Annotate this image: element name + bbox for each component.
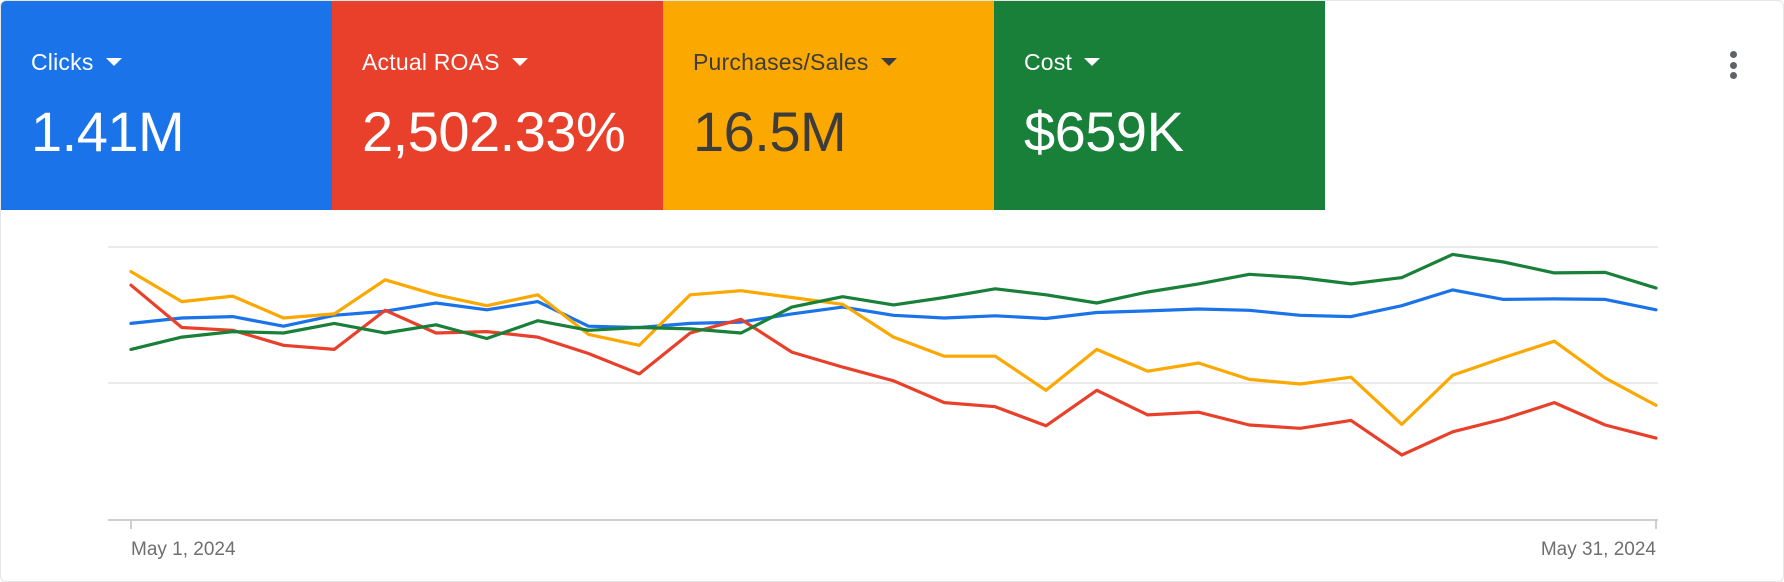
metric-label-clicks: Clicks — [31, 48, 94, 75]
metric-tile-cost[interactable]: Cost $659K — [994, 1, 1325, 210]
x-axis-start-label: May 1, 2024 — [131, 539, 236, 560]
metric-tile-header: Actual ROAS — [362, 46, 663, 78]
metric-tiles: Clicks 1.41M Actual ROAS 2,502.33% Purch… — [1, 1, 1325, 210]
metric-tile-purchases-sales[interactable]: Purchases/Sales 16.5M — [663, 1, 994, 210]
metric-value-purchases-sales: 16.5M — [693, 100, 847, 163]
more-dot — [1729, 51, 1737, 58]
metric-label-cost: Cost — [1024, 48, 1073, 75]
more-dot — [1729, 61, 1737, 69]
more-dot — [1729, 72, 1737, 79]
metric-value-actual-roas: 2,502.33% — [362, 100, 626, 163]
chart-gridlines — [108, 246, 1658, 529]
dropdown-arrow-icon[interactable] — [511, 58, 528, 66]
metric-tile-header: Cost — [1024, 46, 1325, 78]
dropdown-arrow-icon[interactable] — [1084, 58, 1101, 66]
metric-value-cost: $659K — [1024, 100, 1184, 163]
chart-x-axis: May 1, 2024 May 31, 2024 — [131, 539, 1656, 560]
metric-value-clicks: 1.41M — [31, 100, 185, 163]
series-line-3[interactable] — [129, 270, 1658, 426]
metric-label-actual-roas: Actual ROAS — [362, 48, 500, 75]
metric-tile-header: Clicks — [31, 46, 332, 78]
dropdown-arrow-icon[interactable] — [105, 58, 122, 66]
metric-tile-actual-roas[interactable]: Actual ROAS 2,502.33% — [332, 1, 663, 210]
more-vert-icon[interactable] — [1721, 45, 1745, 85]
x-axis-end-label: May 31, 2024 — [1541, 539, 1657, 560]
metric-tile-clicks[interactable]: Clicks 1.41M — [1, 1, 332, 210]
series-line-2[interactable] — [129, 283, 1658, 457]
series-line-4[interactable] — [129, 252, 1658, 351]
metric-tile-header: Purchases/Sales — [693, 46, 994, 78]
chart-series — [129, 252, 1658, 457]
metric-label-purchases-sales: Purchases/Sales — [693, 48, 869, 75]
dropdown-arrow-icon[interactable] — [880, 58, 897, 66]
